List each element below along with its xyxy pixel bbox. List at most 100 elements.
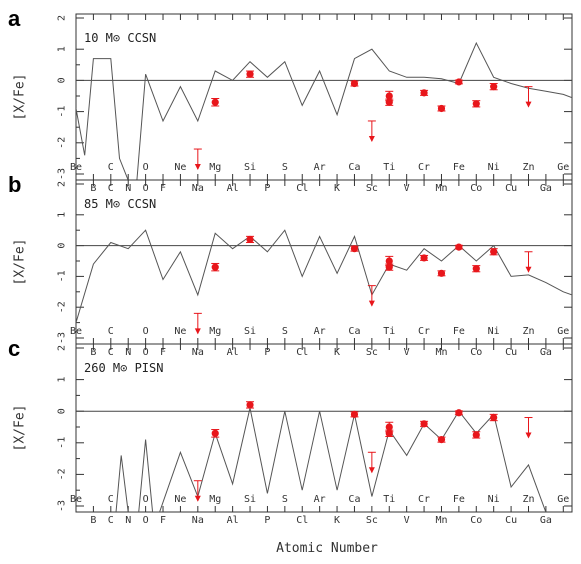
y-tick-label: -1 <box>57 437 68 449</box>
element-label-upper: Si <box>244 162 256 173</box>
element-label-lower: K <box>334 515 340 526</box>
element-label-upper: Si <box>244 494 256 505</box>
element-label-lower: Al <box>227 515 239 526</box>
element-label-lower: Cu <box>505 347 517 358</box>
observed-point <box>246 235 254 244</box>
upper-limit-arrowhead <box>194 164 201 171</box>
element-label-lower: F <box>160 183 166 194</box>
y-axis-title: [X/Fe] <box>13 405 28 452</box>
element-label-lower: C <box>108 183 114 194</box>
observed-point <box>455 243 463 251</box>
element-label-upper: Ar <box>314 162 326 173</box>
y-tick-label: 1 <box>57 212 68 218</box>
element-label-lower: Mn <box>435 183 447 194</box>
element-label-upper: Mg <box>209 162 221 173</box>
element-label-upper: S <box>282 326 288 337</box>
observed-point <box>490 413 498 422</box>
observed-point <box>437 104 446 113</box>
y-tick-label: -1 <box>57 106 68 118</box>
element-label-lower: P <box>264 347 270 358</box>
element-label-lower: Mn <box>435 515 447 526</box>
element-label-upper: Fe <box>453 494 465 505</box>
y-tick-label: 2 <box>57 181 68 187</box>
element-label-upper: Si <box>244 326 256 337</box>
element-label-upper: Ge <box>557 326 569 337</box>
element-label-upper: Ni <box>488 326 500 337</box>
element-label-lower: C <box>108 515 114 526</box>
y-tick-label: 1 <box>57 377 68 383</box>
element-label-lower: Sc <box>366 183 378 194</box>
observed-point <box>350 245 359 253</box>
element-label-lower: Ga <box>540 515 552 526</box>
upper-limit-arrowhead <box>194 328 201 335</box>
y-tick-label: 0 <box>57 77 68 83</box>
y-axis-title: [X/Fe] <box>13 74 28 121</box>
element-label-upper: Cr <box>418 494 430 505</box>
y-tick-label: -3 <box>57 500 68 512</box>
observed-point <box>490 83 498 91</box>
element-label-lower: O <box>143 183 149 194</box>
observed-point <box>472 431 480 439</box>
element-label-lower: Na <box>192 515 204 526</box>
observed-point <box>211 263 219 271</box>
upper-limit-arrowhead <box>368 300 375 307</box>
observed-point <box>350 79 359 88</box>
observed-point <box>420 254 428 262</box>
element-label-lower: Na <box>192 183 204 194</box>
y-tick-label: -3 <box>57 332 68 344</box>
panel-letter: c <box>8 336 20 361</box>
panel-b: b [X/Fe] 2 1 0 -1 -2 -3Be C O Ne Mg Si S Ar Ca Ti Cr Fe Ni Z… <box>8 172 573 358</box>
element-label-lower: Al <box>227 183 239 194</box>
figure-xlabel: Atomic Number <box>276 541 378 556</box>
observed-point <box>385 263 393 271</box>
element-label-lower: N <box>125 183 131 194</box>
observed-point <box>246 70 254 78</box>
y-tick-label: 0 <box>57 243 68 249</box>
element-label-upper: S <box>282 494 288 505</box>
element-label-upper: Be <box>70 162 82 173</box>
element-label-lower: Al <box>227 347 239 358</box>
element-label-upper: O <box>143 162 149 173</box>
model-line <box>76 229 572 323</box>
element-label-upper: Ca <box>348 494 360 505</box>
element-label-upper: Be <box>70 326 82 337</box>
observed-point <box>437 436 446 444</box>
y-tick-label: 2 <box>57 345 68 351</box>
element-label-lower: Co <box>470 515 482 526</box>
element-label-lower: V <box>404 183 410 194</box>
element-label-upper: Be <box>70 494 82 505</box>
element-label-lower: B <box>90 515 96 526</box>
observed-point <box>385 98 393 106</box>
model-label: 85 M⊙ CCSN <box>84 197 156 211</box>
observed-point <box>420 89 428 97</box>
element-label-lower: K <box>334 183 340 194</box>
upper-limit-arrowhead <box>368 467 375 474</box>
element-label-upper: Fe <box>453 162 465 173</box>
observed-point <box>385 423 393 431</box>
observed-point <box>455 409 463 417</box>
y-tick-label: -2 <box>57 301 68 313</box>
element-label-lower: O <box>143 347 149 358</box>
observed-point <box>472 100 480 108</box>
element-label-lower: Sc <box>366 515 378 526</box>
element-label-lower: Co <box>470 183 482 194</box>
element-label-lower: P <box>264 515 270 526</box>
element-label-lower: N <box>125 347 131 358</box>
observed-point <box>246 401 254 409</box>
element-label-upper: Cr <box>418 326 430 337</box>
element-label-upper: Cr <box>418 162 430 173</box>
upper-limit-arrowhead <box>194 495 201 502</box>
element-label-lower: F <box>160 347 166 358</box>
element-label-upper: Ti <box>383 162 395 173</box>
element-label-upper: Zn <box>522 326 534 337</box>
panel-a: a [X/Fe] 2 1 0 -1 -2 -3Be C Ne Mg Si S Ar Ca Ti Cr Fe Ni Zn… <box>8 6 573 194</box>
observed-point <box>385 92 393 100</box>
element-label-upper: O <box>143 326 149 337</box>
upper-limit-arrowhead <box>525 266 532 273</box>
element-label-upper: Ca <box>348 326 360 337</box>
observed-point <box>211 98 219 106</box>
element-label-upper: Ne <box>174 162 186 173</box>
y-tick-label: -3 <box>57 168 68 180</box>
element-label-upper: C <box>108 494 114 505</box>
